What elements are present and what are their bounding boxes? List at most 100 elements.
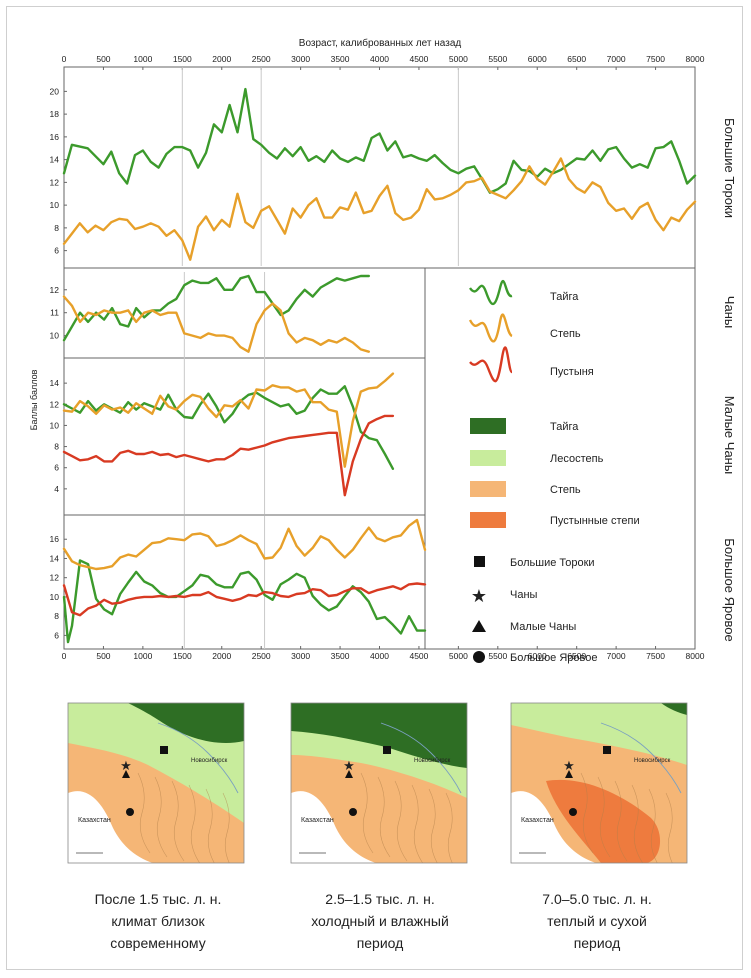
zone-label-taiga: Тайга [550, 421, 579, 433]
y-tick-label: 14 [50, 553, 60, 563]
zone-taiga [661, 703, 687, 715]
panel-label-chany: Чаны [722, 296, 737, 328]
map-country-label: Казахстан [521, 817, 554, 824]
y-tick-label: 16 [50, 534, 60, 544]
bottom-axis-tick-label: 4000 [370, 651, 389, 661]
y-tick-label: 14 [50, 378, 60, 388]
y-tick-label: 10 [50, 200, 60, 210]
y-tick-label: 12 [50, 399, 60, 409]
bottom-axis-tick-label: 5500 [488, 651, 507, 661]
zone-label-forest-steppe: Лесостепь [550, 453, 604, 465]
y-tick-label: 4 [54, 484, 59, 494]
y-tick-label: 10 [50, 420, 60, 430]
series-line-Тайга [62, 87, 697, 194]
panel-3: 4 6 8 10 12 14 [50, 358, 395, 514]
top-axis-tick-label: 6000 [528, 54, 547, 64]
y-tick-label: 16 [50, 132, 60, 142]
series-line-Степь [62, 157, 697, 261]
series-line-Пустыня [62, 582, 427, 617]
triangle-icon [345, 770, 353, 778]
top-axis-tick-label: 4000 [370, 54, 389, 64]
river-line [597, 776, 611, 858]
map-city-label: Новосибирск [634, 758, 671, 764]
map-city-label: Новосибирск [191, 758, 228, 764]
square-icon [603, 746, 611, 754]
river-line [377, 776, 391, 858]
y-tick-label: 6 [54, 463, 59, 473]
top-axis-tick-label: 1500 [173, 54, 192, 64]
river-line [614, 780, 628, 862]
panel-1: 6 8 10 12 14 16 18 20 [50, 67, 697, 266]
y-tick-label: 6 [54, 630, 59, 640]
bottom-axis-tick-label: 5000 [449, 651, 468, 661]
vegetation-map-3: Новосибирск Казахстан ★ [510, 702, 688, 864]
river-line [631, 784, 644, 863]
bottom-axis-tick-label: 0 [62, 651, 67, 661]
top-axis-tick-label: 5500 [488, 54, 507, 64]
triangle-icon [472, 620, 486, 632]
map-country-label: Казахстан [301, 817, 334, 824]
bottom-axis-tick-label: 7000 [607, 651, 626, 661]
top-axis-tick-label: 7500 [646, 54, 665, 64]
circle-icon [569, 808, 577, 816]
star-icon: ★ [563, 758, 575, 773]
bottom-axis-tick-label: 3500 [331, 651, 350, 661]
legend-steppe-label: Степь [550, 328, 581, 340]
legend-steppe-line [468, 313, 513, 343]
zone-label-desert-steppe: Пустынные степи [550, 515, 640, 527]
panel-4: 6 8 10 12 14 16 [50, 516, 427, 649]
bottom-axis-tick-label: 2000 [212, 651, 231, 661]
series-line-Тайга [62, 274, 370, 342]
triangle-icon [565, 770, 573, 778]
top-axis-tick-label: 1000 [133, 54, 152, 64]
triangle-icon [122, 770, 130, 778]
bottom-axis-tick-label: 7500 [646, 651, 665, 661]
map-border [290, 702, 468, 864]
square-icon [383, 746, 391, 754]
zone-swatch-desert-steppe [470, 512, 506, 528]
star-icon: ★ [343, 758, 355, 773]
top-axis-tick-label: 2000 [212, 54, 231, 64]
figure-frame [6, 6, 743, 970]
zone-taiga [128, 703, 244, 743]
y-tick-label: 20 [50, 86, 60, 96]
zone-desert-steppe [546, 779, 661, 863]
top-axis-tick-label: 4500 [409, 54, 428, 64]
map-city-label: Новосибирск [414, 758, 451, 764]
panel-label-bolshie-toroki: Большие Тороки [722, 118, 737, 218]
y-tick-label: 10 [50, 331, 60, 341]
series-line-Тайга [62, 559, 427, 644]
marker-label-bolshoe-yarovoe: Большое Яровое [510, 652, 598, 664]
top-axis-tick-label: 5000 [449, 54, 468, 64]
river-line [222, 792, 230, 863]
circle-icon [126, 808, 134, 816]
river-line [205, 788, 215, 863]
neighbour-country-area [291, 791, 376, 863]
bottom-axis-tick-label: 8000 [686, 651, 705, 661]
legend-taiga-label: Тайга [550, 291, 579, 303]
series-line-Степь [62, 372, 395, 468]
shared-ylabel: Баллы баллов [29, 369, 39, 430]
bottom-axis-tick-label: 6500 [567, 651, 586, 661]
top-axis-tick-label: 3500 [331, 54, 350, 64]
zone-swatch-taiga [470, 418, 506, 434]
vegetation-map-1: Новосибирск Казахстан ★ [67, 702, 245, 864]
bottom-axis-tick-label: 3000 [291, 651, 310, 661]
zone-swatch-forest-steppe [470, 450, 506, 466]
y-tick-label: 12 [50, 177, 60, 187]
marker-label-bolshie-toroki: Большие Тороки [510, 557, 595, 569]
y-tick-label: 11 [50, 308, 59, 318]
bottom-axis-tick-label: 500 [96, 651, 110, 661]
square-icon [474, 556, 485, 567]
map-caption-3: 7.0–5.0 тыс. л. н. теплый и сухой период [542, 891, 652, 951]
neighbour-country-area [511, 791, 596, 863]
series-line-Степь [62, 518, 427, 571]
y-tick-label: 8 [54, 611, 59, 621]
river-line [445, 792, 453, 863]
series-line-Тайга [62, 385, 395, 470]
legend-zones: Тайга Лесостепь Степь Пустынные степи [470, 418, 640, 528]
top-axis-tick-label: 8000 [686, 54, 705, 64]
top-axis-title: Возраст, калиброванных лет назад [299, 37, 462, 49]
zone-forest-steppe [511, 703, 687, 765]
